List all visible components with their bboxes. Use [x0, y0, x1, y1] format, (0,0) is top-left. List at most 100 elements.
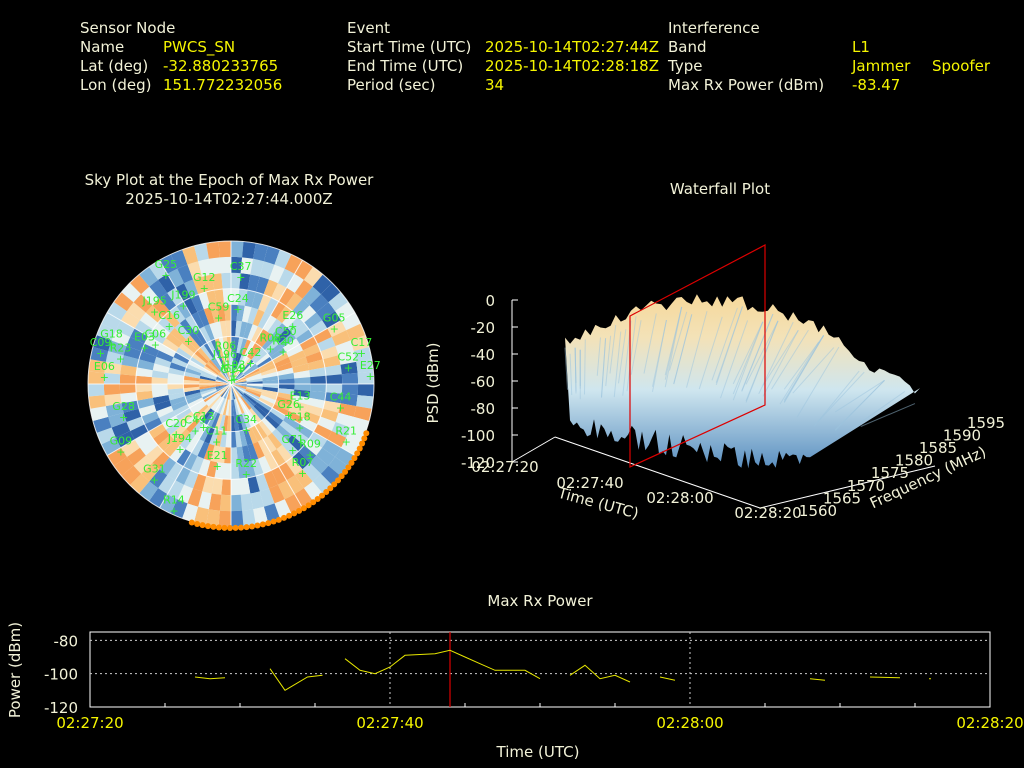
- skyplot-cell: [159, 494, 178, 514]
- skyplot-cell: [218, 337, 226, 354]
- waterfall-ridge: [720, 320, 749, 399]
- skyplot-cell: [292, 395, 310, 405]
- skyplot-cell: [242, 394, 256, 407]
- skyplot-cell: [275, 362, 293, 372]
- skyplot-cell: [277, 388, 295, 395]
- skyplot-cell: [92, 416, 112, 433]
- satellite-e13: E13+: [290, 390, 311, 414]
- waterfall-ridge: [834, 379, 885, 413]
- skyplot-cell: [193, 473, 207, 492]
- event-end-label: End Time (UTC): [347, 57, 464, 75]
- skyplot-cell: [307, 397, 325, 409]
- skyplot-cell: [255, 276, 269, 295]
- skyplot-cell: [115, 431, 135, 448]
- skyplot-cell: [275, 424, 292, 441]
- skyplot-cell: [242, 241, 256, 259]
- skyplot-cell: [220, 320, 227, 338]
- waterfall-marker-plane: [629, 244, 766, 468]
- skyplot-cell: [218, 373, 231, 384]
- skyplot-cell: [218, 384, 231, 395]
- skyplot-cell: [186, 417, 201, 433]
- waterfall-x-tick-label: 02:27:20: [471, 458, 538, 476]
- skyplot-cell: [148, 423, 166, 439]
- satellite-marker: +: [191, 425, 200, 438]
- skyplot-cell: [210, 339, 221, 356]
- skyplot-cell: [245, 370, 261, 379]
- skyplot-cell: [274, 400, 291, 411]
- skyplot-cell: [283, 338, 300, 353]
- skyplot-cell: [291, 429, 310, 446]
- satellite-marker: +: [242, 424, 251, 437]
- skyplot-cell: [264, 414, 280, 429]
- satellite-e27: E27+: [360, 359, 381, 383]
- satellite-label: G05: [323, 311, 346, 324]
- skyplot-cell: [203, 307, 215, 325]
- skyplot-cell: [225, 431, 231, 448]
- satellite-marker: +: [295, 422, 304, 435]
- satellite-c20: C20+: [165, 417, 187, 441]
- skyplot-cell: [215, 397, 225, 413]
- skyplot-cell: [298, 305, 317, 323]
- skyplot-cell: [214, 321, 223, 338]
- skyplot-cell: [240, 396, 252, 410]
- skyplot-cell: [294, 377, 311, 384]
- satellite-marker: +: [172, 428, 181, 441]
- waterfall-y-axis: [759, 465, 936, 509]
- skyplot-cell: [246, 378, 263, 383]
- satellite-marker: +: [246, 357, 255, 370]
- skyplot-cell: [214, 413, 223, 430]
- skyplot-cell: [242, 445, 252, 463]
- waterfall-ridge: [711, 307, 738, 381]
- waterfall-ridge: [860, 403, 916, 427]
- satellite-marker: +: [150, 306, 159, 319]
- satellite-marker: +: [298, 467, 307, 480]
- skyplot-cell: [159, 254, 178, 274]
- waterfall-y-tick-label: 1575: [871, 464, 909, 482]
- skyplot-cell: [307, 359, 325, 371]
- skyplot-cell: [286, 344, 303, 358]
- skyplot-cell: [194, 423, 208, 439]
- skyplot-cell: [144, 336, 163, 351]
- skyplot-cell: [199, 425, 211, 442]
- skyplot-cell: [119, 384, 136, 394]
- waterfall-ridge: [851, 391, 906, 429]
- satellite-marker: +: [199, 421, 208, 434]
- skyplot-cell: [177, 484, 193, 504]
- skyplot-cell: [257, 312, 271, 329]
- waterfall-surface: [565, 294, 920, 469]
- skyplot-cell: [249, 408, 262, 423]
- skyplot-cell: [187, 397, 204, 408]
- skyplot-cell: [225, 399, 230, 416]
- satellite-marker: +: [140, 342, 149, 355]
- skyplot-cell: [235, 430, 242, 448]
- skyplot-cell: [226, 415, 231, 432]
- skyplot-cell: [220, 430, 227, 448]
- skyplot-cell: [338, 351, 357, 365]
- skyplot-cell: [197, 309, 210, 327]
- skyplot-cell: [263, 503, 280, 523]
- skyplot-cell: [241, 359, 254, 373]
- skyplot-cell: [215, 384, 231, 389]
- skyplot-cell: [290, 356, 308, 368]
- satellite-g31: G31+: [143, 462, 166, 486]
- satellite-g18: G18+: [100, 328, 123, 352]
- satellite-label: R08: [260, 332, 282, 345]
- skyplot-cell: [90, 347, 109, 362]
- skyplot-cell: [316, 302, 336, 321]
- skyplot-cell: [203, 342, 216, 358]
- satellite-marker: +: [236, 271, 245, 284]
- skyplot-cell: [141, 286, 160, 306]
- skyplot-cell: [199, 386, 216, 393]
- satellite-label: C50: [275, 325, 297, 338]
- satellite-marker: +: [150, 473, 159, 486]
- satellite-marker: +: [357, 347, 366, 360]
- skyplot-cell: [244, 391, 259, 403]
- skyplot-cell: [184, 470, 199, 489]
- waterfall-ridge: [732, 321, 764, 385]
- skyplot-cell: [252, 441, 265, 459]
- waterfall-ridge: [715, 306, 743, 383]
- skyplot-cell: [277, 367, 294, 376]
- skyplot-cell: [356, 395, 374, 409]
- skyplot-cell: [326, 374, 343, 384]
- skyplot-cell: [278, 480, 295, 500]
